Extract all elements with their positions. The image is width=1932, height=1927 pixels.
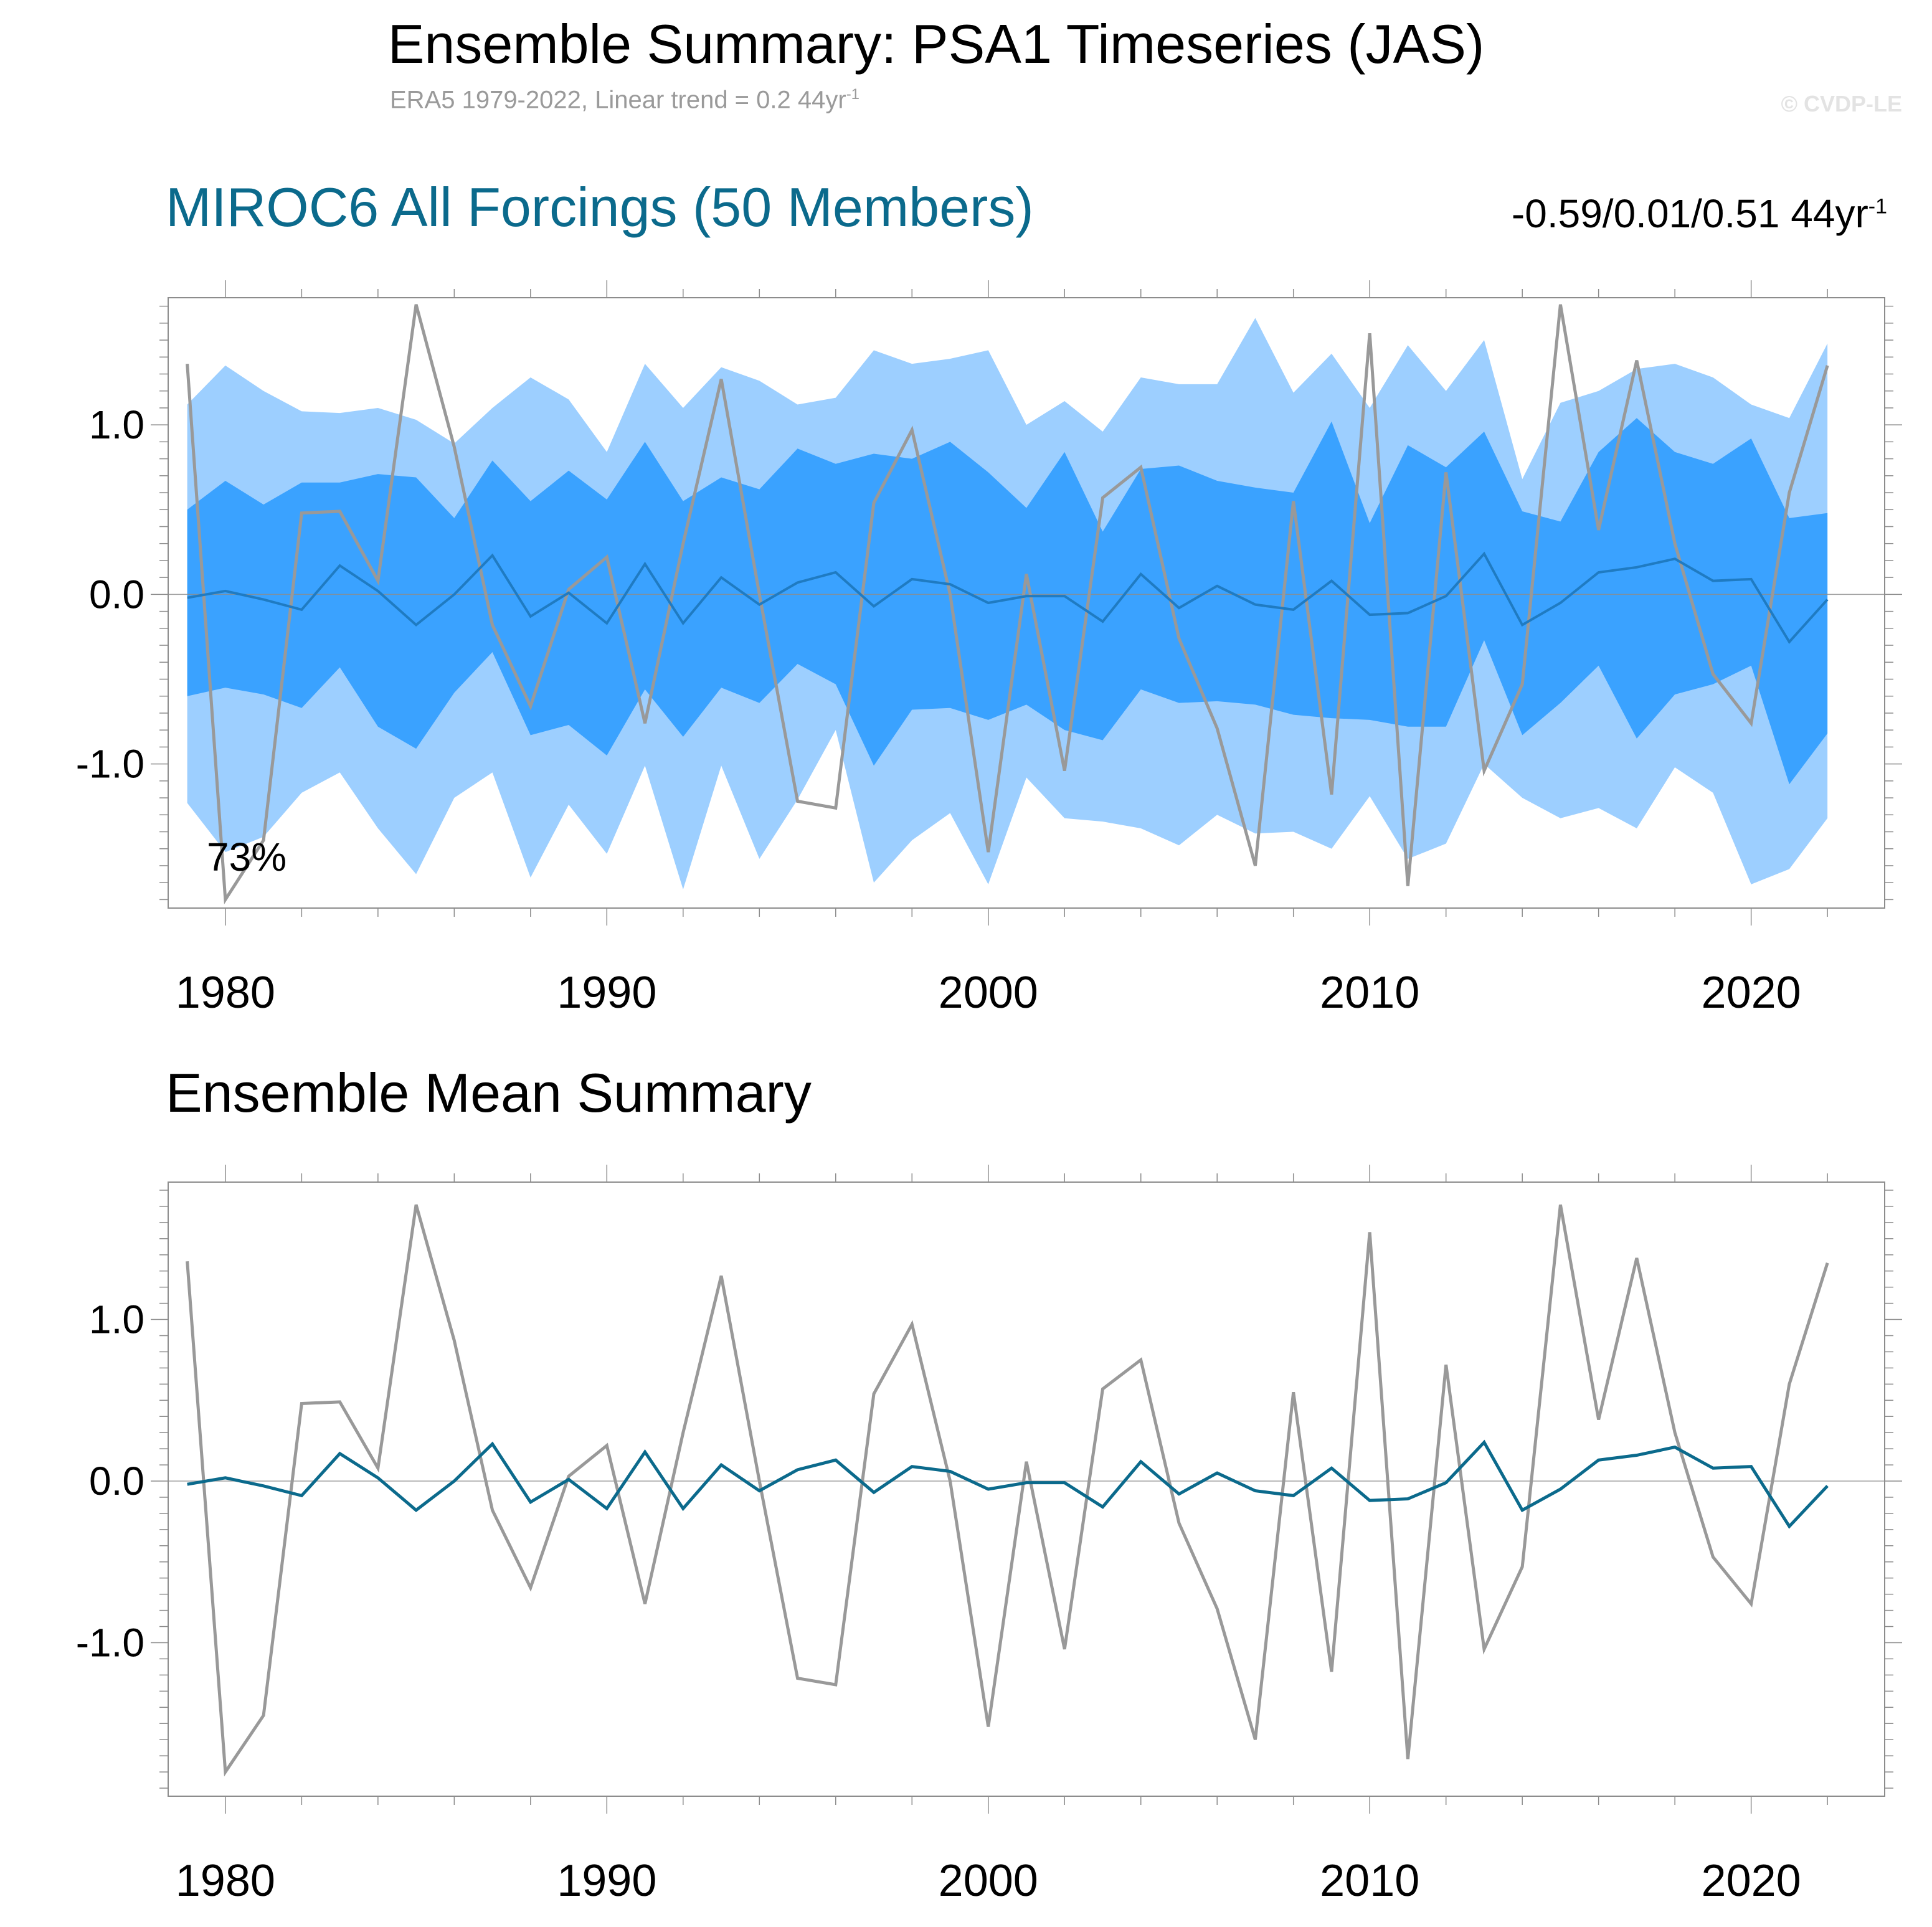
copyright-watermark: © CVDP-LE — [1781, 91, 1902, 116]
subtitle-text: ERA5 1979-2022, Linear trend = 0.2 44yr — [389, 86, 846, 114]
model-ensemble-mean-line — [187, 1439, 1829, 1529]
y-tick-label: 0.0 — [89, 572, 144, 617]
subtitle-exponent: -1 — [846, 86, 860, 103]
x-tick-label: 1980 — [176, 968, 275, 1018]
panel2-chart: -1.0 0.0 1.0 1980 1990 2000 2010 2020 — [76, 1165, 1902, 1906]
x-tick-label: 1990 — [557, 1856, 656, 1906]
panel1-trend-label: -0.59/0.01/0.51 44yr-1 — [1512, 191, 1887, 237]
trend-text: -0.59/0.01/0.51 44yr — [1511, 191, 1868, 236]
trend-exponent: -1 — [1868, 194, 1887, 219]
ensemble-10-90-band — [187, 418, 1828, 785]
x-tick-label: 2020 — [1702, 968, 1801, 1018]
figure-title: Ensemble Summary: PSA1 Timeseries (JAS) — [387, 13, 1485, 75]
y-tick-label: -1.0 — [76, 742, 144, 787]
era5-line — [186, 1204, 1829, 1777]
x-tick-label: 2010 — [1320, 1856, 1419, 1906]
figure-subtitle: ERA5 1979-2022, Linear trend = 0.2 44yr-… — [0, 86, 1249, 114]
x-tick-label: 1980 — [176, 1856, 275, 1906]
plot-frame — [168, 297, 1885, 909]
y-tick-label: 1.0 — [89, 1297, 144, 1342]
x-tick-label: 2010 — [1320, 968, 1419, 1018]
percent-label: 73% — [207, 835, 286, 879]
x-tick-label: 1990 — [557, 968, 656, 1018]
panel2-title: Ensemble Mean Summary — [166, 1062, 812, 1124]
y-tick-label: -1.0 — [76, 1621, 144, 1665]
panel1-chart: -1.0 0.0 1.0 1980 1990 2000 2010 2020 73% — [76, 280, 1902, 1018]
x-tick-label: 2000 — [939, 1856, 1038, 1906]
x-tick-label: 2000 — [939, 968, 1038, 1018]
era5-line — [186, 304, 1829, 905]
x-tick-label: 2020 — [1702, 1856, 1801, 1906]
plot-frame — [168, 1181, 1885, 1797]
y-tick-label: 0.0 — [89, 1459, 144, 1503]
y-tick-label: 1.0 — [89, 402, 144, 447]
panel1-title: MIROC6 All Forcings (50 Members) — [166, 176, 1034, 238]
ensemble-mean-line — [187, 551, 1829, 644]
